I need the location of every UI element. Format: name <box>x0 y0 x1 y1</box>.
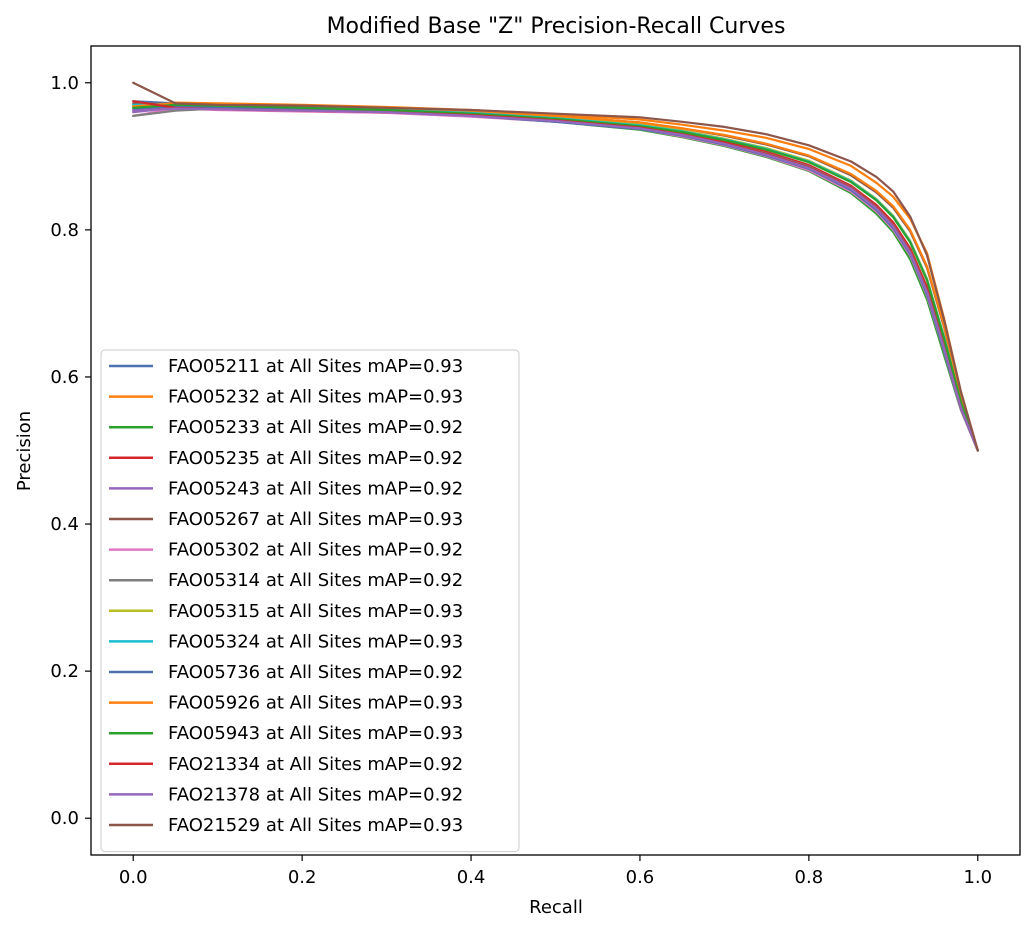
y-tick-label: 0.6 <box>50 367 79 388</box>
x-tick-label: 0.6 <box>626 867 655 888</box>
y-tick-label: 0.8 <box>50 220 79 241</box>
legend-item: FAO21378 at All Sites mAP=0.92 <box>109 784 463 805</box>
legend-label: FAO21334 at All Sites mAP=0.92 <box>168 754 463 775</box>
legend-label: FAO05267 at All Sites mAP=0.93 <box>168 509 463 530</box>
x-axis-label: Recall <box>529 897 583 918</box>
legend-label: FAO21378 at All Sites mAP=0.92 <box>168 784 463 805</box>
x-tick-label: 1.0 <box>963 867 992 888</box>
x-tick-label: 0.4 <box>457 867 486 888</box>
y-axis-ticks: 0.0 0.2 0.4 0.6 0.8 1.0 <box>50 73 91 829</box>
legend-item: FAO05314 at All Sites mAP=0.92 <box>109 570 463 591</box>
y-tick-label: 0.4 <box>50 514 79 535</box>
legend-item: FAO05736 at All Sites mAP=0.92 <box>109 662 463 683</box>
legend-label: FAO05302 at All Sites mAP=0.92 <box>168 540 463 561</box>
y-tick-label: 0.2 <box>50 661 79 682</box>
legend-label: FAO21529 at All Sites mAP=0.93 <box>168 815 463 836</box>
legend-item: FAO05943 at All Sites mAP=0.93 <box>109 723 463 744</box>
chart-title: Modified Base "Z" Precision-Recall Curve… <box>327 14 786 39</box>
legend-label: FAO05232 at All Sites mAP=0.93 <box>168 387 463 408</box>
legend-item: FAO05302 at All Sites mAP=0.92 <box>109 540 463 561</box>
legend-label: FAO05243 at All Sites mAP=0.92 <box>168 478 463 499</box>
legend-item: FAO21529 at All Sites mAP=0.93 <box>109 815 463 836</box>
plot-lines <box>132 81 979 452</box>
x-tick-label: 0.8 <box>795 867 824 888</box>
legend-label: FAO05736 at All Sites mAP=0.92 <box>168 662 463 683</box>
legend-label: FAO05324 at All Sites mAP=0.93 <box>168 631 463 652</box>
legend-label: FAO05314 at All Sites mAP=0.92 <box>168 570 463 591</box>
y-tick-label: 0.0 <box>50 808 79 829</box>
legend-label: FAO05943 at All Sites mAP=0.93 <box>168 723 463 744</box>
legend-item: FAO05324 at All Sites mAP=0.93 <box>109 631 463 652</box>
legend-item: FAO05926 at All Sites mAP=0.93 <box>109 693 463 714</box>
x-tick-label: 0.0 <box>119 867 148 888</box>
legend-label: FAO05211 at All Sites mAP=0.93 <box>168 356 463 377</box>
legend-item: FAO05233 at All Sites mAP=0.92 <box>109 417 463 438</box>
legend-label: FAO05233 at All Sites mAP=0.92 <box>168 417 463 438</box>
series-line-16 <box>132 81 979 452</box>
y-tick-label: 1.0 <box>50 73 79 94</box>
legend-item: FAO05232 at All Sites mAP=0.93 <box>109 387 463 408</box>
legend-item: FAO05235 at All Sites mAP=0.92 <box>109 448 463 469</box>
legend-label: FAO05926 at All Sites mAP=0.93 <box>168 693 463 714</box>
x-axis-ticks: 0.0 0.2 0.4 0.6 0.8 1.0 <box>119 855 992 888</box>
legend-item: FAO05315 at All Sites mAP=0.93 <box>109 601 463 622</box>
legend: FAO05211 at All Sites mAP=0.93 FAO05232 a… <box>100 349 520 853</box>
series-line-15 <box>132 107 979 452</box>
legend-item: FAO05267 at All Sites mAP=0.93 <box>109 509 463 530</box>
plot-frame <box>90 45 1021 856</box>
legend-item: FAO05243 at All Sites mAP=0.92 <box>109 478 463 499</box>
legend-item: FAO05211 at All Sites mAP=0.93 <box>109 356 463 377</box>
legend-label: FAO05235 at All Sites mAP=0.92 <box>168 448 463 469</box>
legend-label: FAO05315 at All Sites mAP=0.93 <box>168 601 463 622</box>
x-tick-label: 0.2 <box>288 867 317 888</box>
series-line-13 <box>132 103 979 452</box>
legend-item: FAO21334 at All Sites mAP=0.92 <box>109 754 463 775</box>
y-axis-label: Precision <box>14 411 35 491</box>
legend-box <box>100 349 520 853</box>
